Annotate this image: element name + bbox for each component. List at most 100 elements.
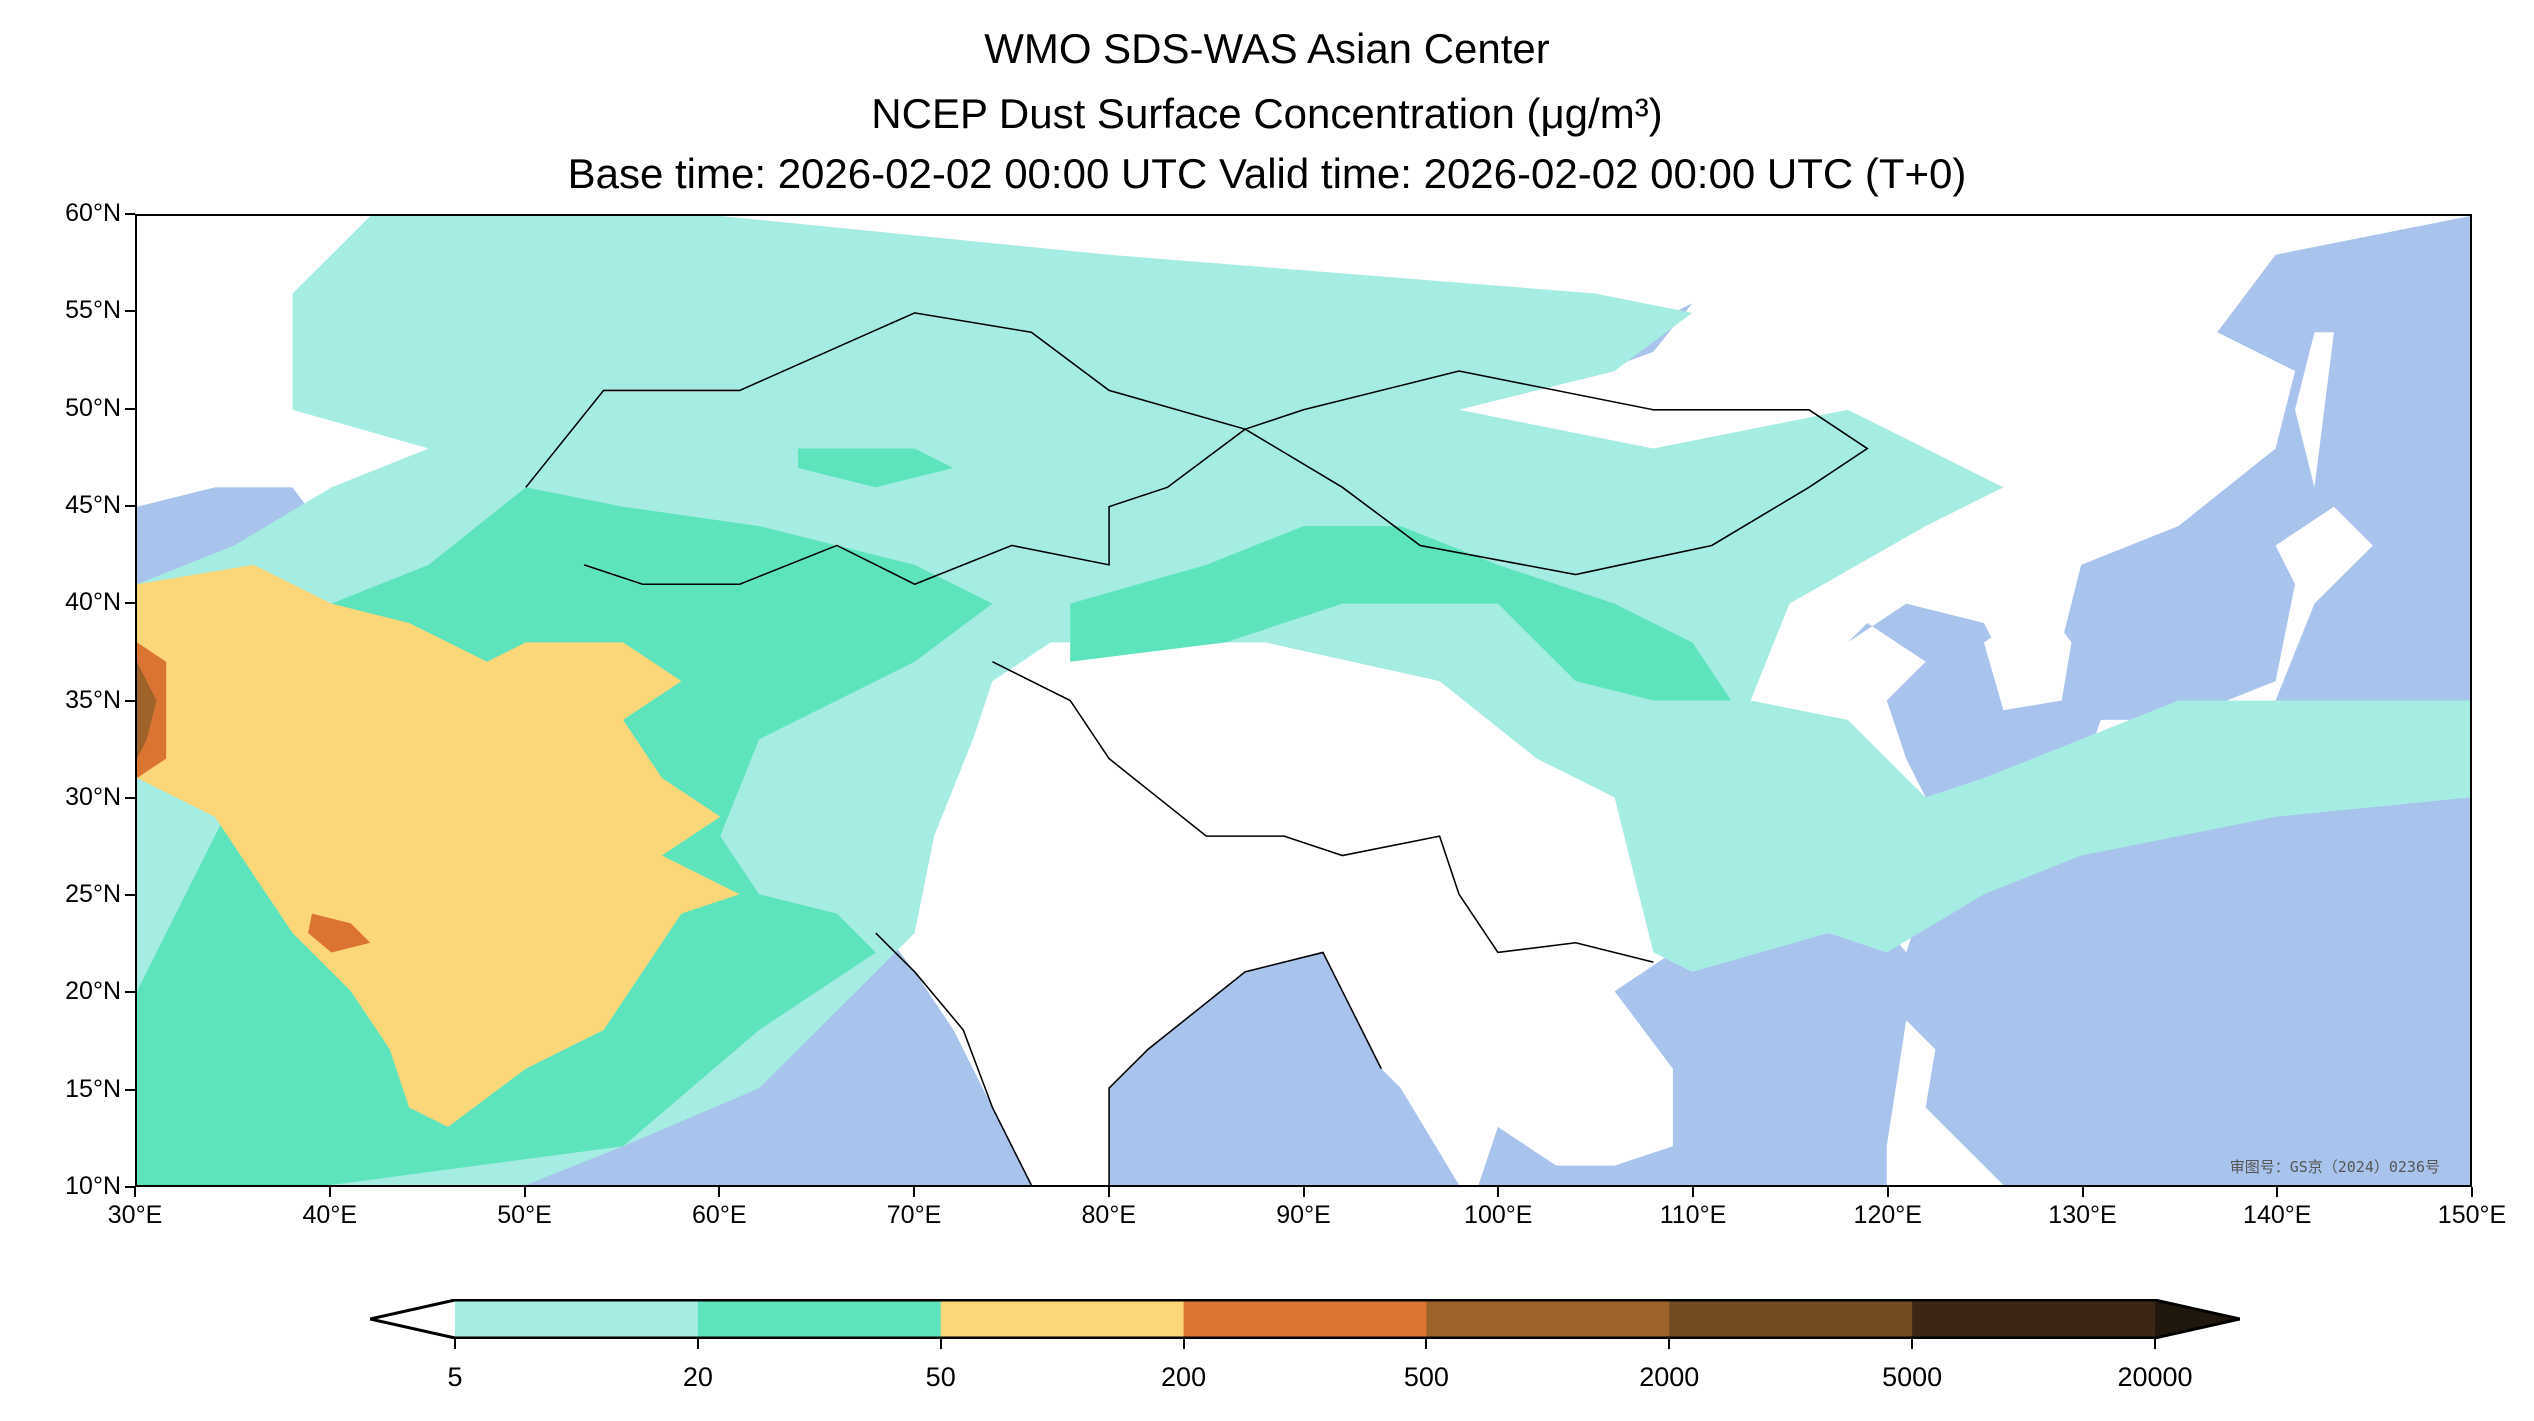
borders: [525, 312, 1869, 1185]
y-tick-mark: [125, 1186, 135, 1188]
y-tick-label: 30°N: [65, 782, 121, 811]
chart-title: WMO SDS-WAS Asian Center: [984, 25, 1550, 72]
pacific-ocean: [1478, 216, 2470, 1185]
japan: [2081, 506, 2373, 779]
y-tick-label: 60°N: [65, 199, 121, 227]
y-tick-mark: [125, 213, 135, 215]
colorbar-level-label: 5: [447, 1362, 463, 1392]
colorbar-level-label: 500: [1403, 1362, 1449, 1392]
y-tick-label: 35°N: [65, 685, 121, 714]
mongolia-border: [1244, 370, 1869, 576]
y-tick-mark: [125, 991, 135, 994]
bay-of-bengal: [1109, 952, 1460, 1185]
x-tick-label: 60°E: [692, 1201, 747, 1229]
dust-region-brown-edge: [137, 661, 157, 759]
colorbar-level-label: 20: [682, 1362, 713, 1392]
colorbar-tick: [939, 1339, 942, 1349]
india-east-coast: [1108, 951, 1382, 1185]
x-tick-mark: [1886, 1187, 1889, 1197]
colorbar-level-label: 20000: [2117, 1362, 2193, 1392]
y-tick-label: 10°N: [65, 1172, 121, 1200]
x-tick-mark: [134, 1187, 136, 1197]
dust-region-medium-east: [1070, 526, 1732, 701]
colorbar-segment: [1912, 1300, 2156, 1338]
india-coast: [875, 932, 1033, 1185]
x-tick-mark: [718, 1187, 721, 1197]
colorbar-segment: [1426, 1300, 1670, 1338]
china-border: [992, 661, 1654, 963]
colorbar-tick: [696, 1339, 699, 1349]
x-tick-label: 80°E: [1081, 1201, 1136, 1229]
x-tick-label: 90°E: [1276, 1201, 1331, 1229]
colorbar-tick: [454, 1339, 456, 1349]
colorbar-tick: [1668, 1339, 1671, 1349]
y-tick-label: 55°N: [65, 296, 121, 325]
x-tick-label: 30°E: [107, 1201, 163, 1229]
x-tick-mark: [328, 1187, 331, 1197]
colorbar-segment: [455, 1300, 699, 1338]
x-tick-label: 40°E: [302, 1201, 357, 1229]
colorbar: [370, 1299, 2240, 1339]
korea: [1983, 603, 2072, 711]
x-tick-mark: [2276, 1187, 2279, 1197]
x-tick-label: 50°E: [497, 1201, 552, 1229]
colorbar-segment: [697, 1300, 942, 1338]
dust-500-2000: [137, 661, 157, 759]
colorbar-extend-min: [370, 1300, 455, 1338]
x-tick-label: 110°E: [1659, 1201, 1727, 1229]
chart-subtitle: NCEP Dust Surface Concentration (μg/m³): [871, 90, 1663, 137]
y-tick-mark: [125, 602, 135, 605]
y-tick-mark: [125, 407, 135, 410]
y-tick-mark: [125, 796, 135, 799]
colorbar-level-label: 2000: [1639, 1362, 1700, 1392]
sakhalin: [2295, 332, 2334, 488]
y-tick-mark: [125, 1088, 135, 1091]
colorbar-tick: [1425, 1339, 1428, 1349]
x-tick-label: 140°E: [2243, 1201, 2312, 1229]
x-tick-mark: [2081, 1187, 2084, 1197]
colorbar-level-label: 200: [1161, 1362, 1207, 1392]
colorbar-segment: [1669, 1300, 1913, 1338]
dust-region-medium-kazakhstan: [798, 448, 954, 488]
dust-region-orange-spot: [308, 913, 371, 953]
land-islands: [1886, 332, 2373, 1185]
y-tick-label: 50°N: [65, 393, 121, 422]
x-tick-label: 120°E: [1853, 1201, 1922, 1229]
colorbar-extend-max: [2155, 1300, 2240, 1338]
y-tick-label: 20°N: [65, 977, 121, 1006]
y-tick-mark: [125, 504, 135, 507]
x-tick-label: 130°E: [2048, 1201, 2117, 1229]
colorbar-tick: [1182, 1339, 1185, 1349]
y-tick-label: 25°N: [65, 880, 121, 909]
x-tick-label: 150°E: [2437, 1201, 2507, 1229]
x-tick-mark: [1692, 1187, 1694, 1197]
colorbar-level-label: 5000: [1882, 1362, 1943, 1392]
colorbar-segment: [940, 1300, 1185, 1338]
x-tick-mark: [523, 1187, 526, 1197]
x-tick-label: 100°E: [1464, 1201, 1533, 1229]
kazakhstan-border: [525, 312, 1247, 586]
colorbar-segment: [1183, 1300, 1427, 1338]
y-tick-mark: [125, 699, 135, 702]
y-tick-mark: [125, 310, 135, 313]
y-tick-label: 15°N: [65, 1074, 121, 1103]
x-tick-mark: [1107, 1187, 1110, 1197]
dust-region-arabia: [137, 564, 740, 1127]
colorbar-tick: [1911, 1339, 1914, 1349]
colorbar-outline: [370, 1299, 2240, 1339]
x-tick-mark: [1497, 1187, 1500, 1197]
dust-concentration-map: 审图号：GS京（2024）0236号: [135, 214, 2472, 1187]
chart-time-line: Base time: 2026-02-02 00:00 UTC Valid ti…: [567, 150, 1967, 197]
y-tick-mark: [125, 894, 135, 897]
y-tick-label: 45°N: [65, 490, 121, 519]
x-tick-mark: [1302, 1187, 1305, 1197]
colorbar-level-label: 50: [925, 1362, 956, 1392]
colorbar-tick: [2154, 1339, 2156, 1349]
philippines: [1886, 1020, 2004, 1185]
x-tick-mark: [2471, 1187, 2473, 1197]
y-tick-label: 40°N: [65, 588, 121, 617]
dust-50-200: [137, 564, 740, 1127]
x-tick-label: 70°E: [886, 1201, 942, 1229]
map-approval-watermark: 审图号：GS京（2024）0236号: [2229, 1158, 2440, 1176]
map-svg: [137, 216, 2470, 1185]
